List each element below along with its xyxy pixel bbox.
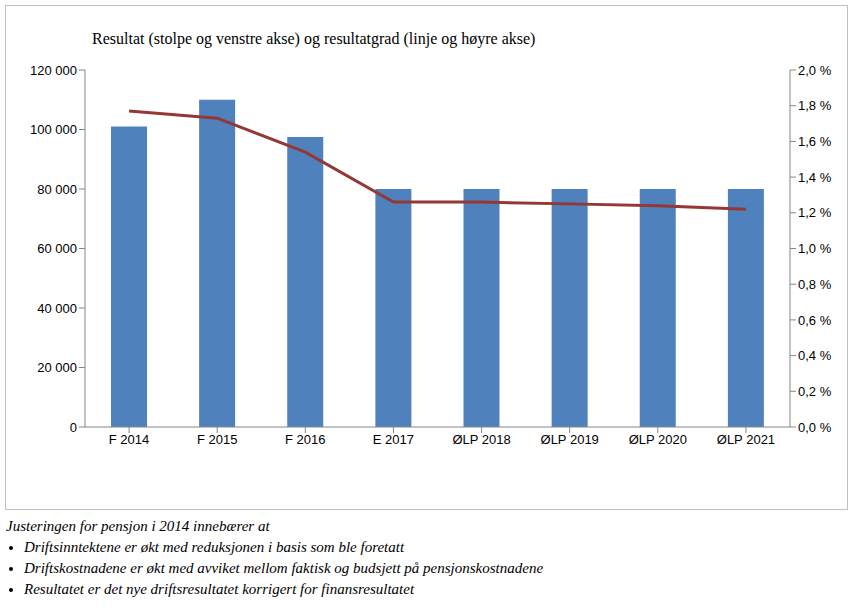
svg-text:1,4 %: 1,4 % (798, 170, 832, 185)
svg-text:0: 0 (70, 420, 77, 435)
svg-text:F 2014: F 2014 (109, 432, 149, 447)
svg-text:0,8 %: 0,8 % (798, 277, 832, 292)
svg-text:100 000: 100 000 (30, 122, 77, 137)
svg-text:20 000: 20 000 (37, 360, 77, 375)
svg-text:2,0 %: 2,0 % (798, 63, 832, 78)
svg-text:E 2017: E 2017 (373, 432, 414, 447)
svg-text:ØLP 2019: ØLP 2019 (541, 432, 599, 447)
html-text:Justeringen for pensjon i 2014: Justeringen for pensjon i 2014 innebærer… (6, 518, 270, 534)
svg-text:F 2016: F 2016 (285, 432, 325, 447)
svg-text:40 000: 40 000 (37, 301, 77, 316)
html-text:Resultat (stolpe og venstre ak: Resultat (stolpe og venstre akse) og res… (92, 30, 536, 47)
html-text:Resultatet er det nye driftsre: Resultatet er det nye driftsresultatet k… (24, 581, 415, 597)
html-text:Driftsinntektene er økt med re: Driftsinntektene er økt med reduksjonen … (24, 539, 405, 555)
svg-text:ØLP 2020: ØLP 2020 (629, 432, 687, 447)
svg-text:0,2 %: 0,2 % (798, 384, 832, 399)
svg-text:120 000: 120 000 (30, 63, 77, 78)
svg-text:80 000: 80 000 (37, 182, 77, 197)
svg-text:1,0 %: 1,0 % (798, 241, 832, 256)
svg-text:60 000: 60 000 (37, 241, 77, 256)
svg-text:0,0 %: 0,0 % (798, 420, 832, 435)
svg-text:0,6 %: 0,6 % (798, 313, 832, 328)
svg-text:F 2015: F 2015 (197, 432, 237, 447)
svg-text:1,8 %: 1,8 % (798, 98, 832, 113)
svg-text:1,2 %: 1,2 % (798, 205, 832, 220)
svg-text:0,4 %: 0,4 % (798, 348, 832, 363)
svg-text:ØLP 2021: ØLP 2021 (717, 432, 775, 447)
html-text:Driftskostnadene er økt med av: Driftskostnadene er økt med avviket mell… (24, 560, 544, 576)
svg-text:ØLP 2018: ØLP 2018 (452, 432, 510, 447)
svg-text:1,6 %: 1,6 % (798, 134, 832, 149)
